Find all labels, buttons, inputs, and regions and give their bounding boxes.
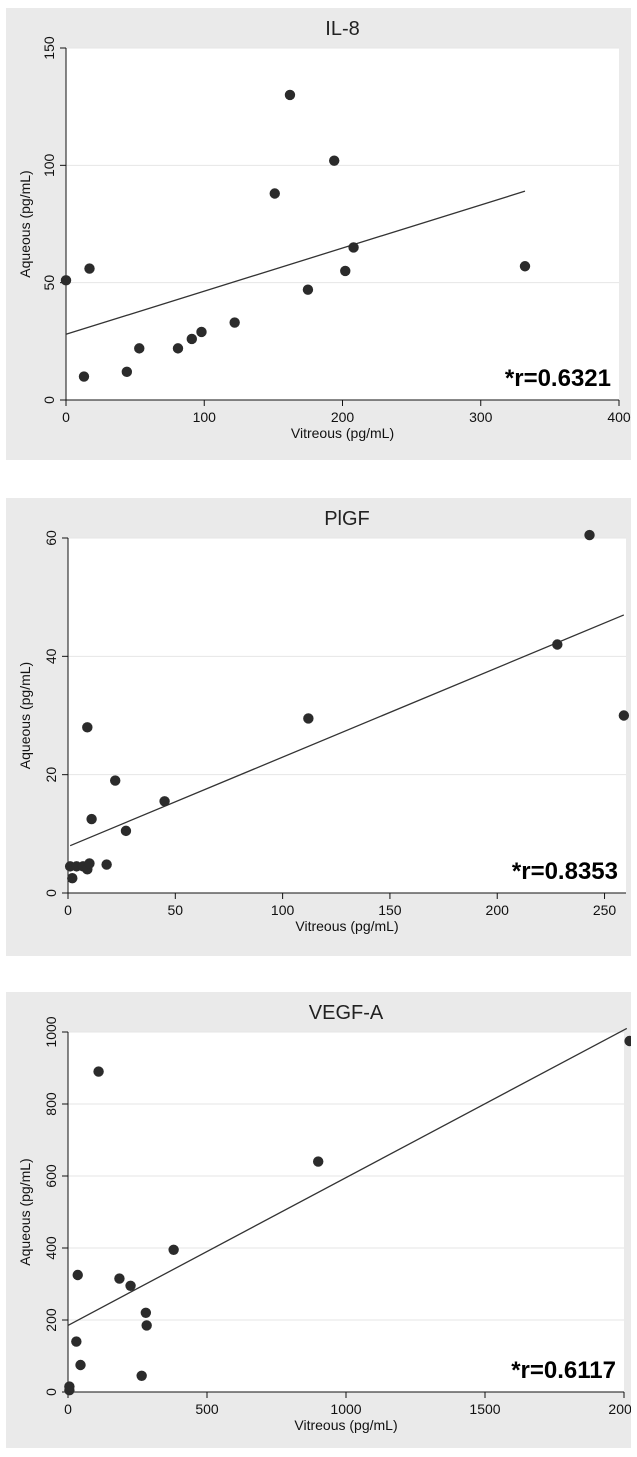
data-point: [284, 89, 296, 101]
data-point: [329, 155, 340, 166]
data-point: [624, 1035, 631, 1047]
data-point: [110, 775, 121, 786]
y-tick-label: 0: [43, 889, 59, 897]
y-axis-label: Aqueous (pg/mL): [17, 662, 33, 769]
data-point: [72, 1269, 83, 1281]
data-point: [313, 1156, 324, 1167]
data-point: [141, 1320, 152, 1331]
data-point: [75, 1359, 86, 1371]
x-tick-label: 0: [62, 409, 70, 425]
data-point: [86, 813, 97, 825]
x-axis-label: Vitreous (pg/mL): [291, 425, 394, 441]
plot-area: [68, 1032, 624, 1392]
y-tick-label: 800: [43, 1092, 59, 1116]
data-point: [71, 1336, 82, 1347]
data-point: [82, 722, 93, 733]
data-point: [140, 1307, 152, 1318]
y-tick-label: 1000: [43, 1016, 59, 1047]
data-point: [136, 1370, 147, 1381]
data-point: [120, 825, 132, 837]
chart-panel-il8: 0 100 200 300 400 0 50 100 150 IL-8 Vitreous (pg/m…: [6, 8, 631, 460]
correlation-annotation: *r=0.8353: [512, 858, 618, 885]
y-tick-label: 150: [41, 36, 57, 60]
data-point: [93, 1066, 104, 1077]
data-point: [78, 371, 90, 382]
x-tick-label: 1000: [330, 1401, 361, 1417]
data-point: [121, 366, 133, 378]
chart-title: PlGF: [324, 508, 370, 530]
data-point: [584, 529, 595, 541]
data-point: [168, 1244, 179, 1255]
data-point: [159, 796, 170, 807]
x-tick-label: 250: [593, 902, 617, 918]
x-tick-label: 0: [64, 902, 72, 918]
data-point: [302, 284, 314, 295]
data-point: [84, 263, 95, 274]
data-point: [552, 639, 563, 650]
x-tick-label: 50: [168, 902, 184, 918]
x-tick-label: 1500: [469, 1401, 500, 1417]
x-tick-label: 300: [469, 409, 493, 425]
data-point: [229, 317, 240, 328]
y-axis-label: Aqueous (pg/mL): [17, 170, 33, 277]
data-point: [348, 242, 359, 253]
correlation-annotation: *r=0.6117: [511, 1357, 616, 1384]
data-point: [618, 710, 630, 721]
data-point: [101, 859, 112, 870]
chart-title: IL-8: [325, 18, 359, 40]
x-tick-label: 150: [378, 902, 402, 918]
data-point: [186, 333, 198, 345]
x-tick-label: 0: [64, 1401, 72, 1417]
data-point: [196, 326, 207, 338]
regression-line: [67, 1027, 628, 1326]
correlation-annotation: *r=0.6321: [505, 365, 611, 392]
data-point: [303, 713, 314, 724]
x-tick-label: 100: [193, 409, 217, 425]
data-point: [67, 873, 78, 884]
y-tick-label: 600: [43, 1164, 59, 1188]
x-axis-label: Vitreous (pg/mL): [294, 1417, 397, 1433]
x-tick-label: 500: [195, 1401, 219, 1417]
y-tick-label: 0: [43, 1388, 59, 1396]
y-tick-label: 100: [41, 153, 57, 177]
scatter-chart-plgf: 0 50 100 150 200 250 0 20 40 60 PlGF Vitreous (pg/m…: [6, 498, 631, 956]
y-tick-label: 60: [43, 530, 59, 546]
data-point: [134, 343, 145, 354]
chart-title: VEGF-A: [309, 1002, 384, 1024]
data-point: [519, 261, 531, 272]
data-point: [269, 188, 280, 199]
data-point: [125, 1280, 136, 1291]
y-tick-label: 40: [43, 648, 59, 664]
x-tick-label: 400: [607, 409, 631, 425]
y-tick-label: 400: [43, 1236, 59, 1260]
scatter-chart-il8: 0 100 200 300 400 0 50 100 150 IL-8 Vitreous (pg/m…: [6, 8, 631, 460]
regression-line: [69, 614, 625, 847]
data-point: [84, 858, 95, 869]
data-point: [172, 343, 184, 354]
y-tick-label: 20: [43, 767, 59, 783]
data-point: [60, 275, 72, 286]
y-tick-label: 0: [41, 396, 57, 404]
regression-line: [65, 190, 526, 335]
x-axis-label: Vitreous (pg/mL): [295, 918, 398, 934]
x-tick-label: 100: [271, 902, 295, 918]
x-tick-label: 200: [331, 409, 355, 425]
x-tick-label: 200: [486, 902, 510, 918]
plot-area: [66, 48, 619, 400]
y-tick-label: 200: [43, 1308, 59, 1332]
y-axis-label: Aqueous (pg/mL): [17, 1158, 33, 1265]
plot-area: [68, 538, 626, 893]
data-point: [340, 265, 351, 277]
data-point: [114, 1273, 125, 1284]
y-tick-label: 50: [41, 275, 57, 291]
chart-panel-plgf: 0 50 100 150 200 250 0 20 40 60 PlGF Vitreous (pg/m…: [6, 498, 631, 956]
data-point: [64, 1381, 75, 1392]
